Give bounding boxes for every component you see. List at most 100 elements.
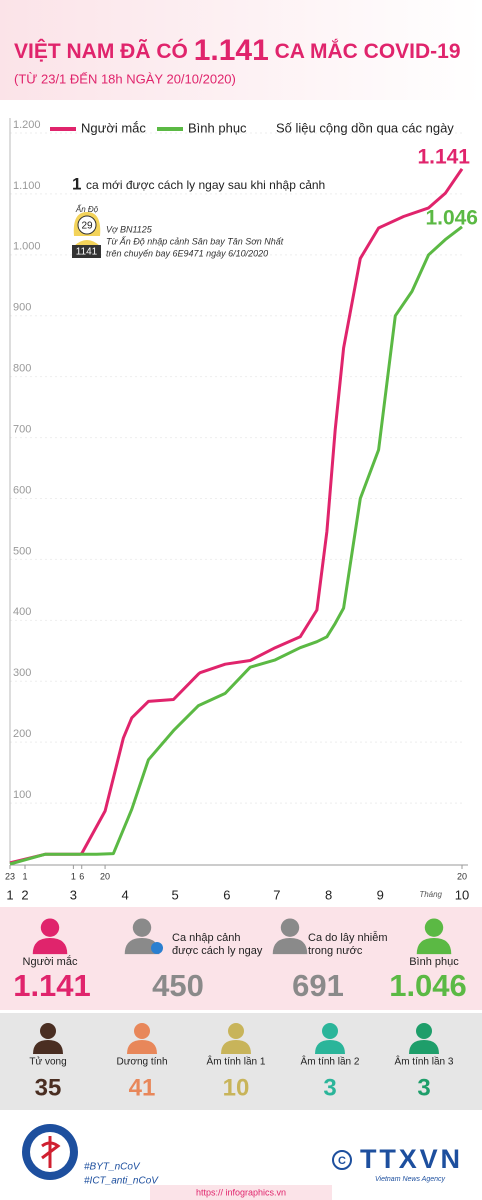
- person-body: [315, 1040, 345, 1054]
- person-body: [32, 938, 68, 955]
- y-tick-label: 500: [13, 545, 31, 557]
- y-tick-label: 1.200: [13, 119, 41, 131]
- tag: #BYT_nCoV: [84, 1162, 141, 1173]
- person-head: [228, 1023, 244, 1039]
- stat-value: 450: [152, 968, 204, 1003]
- y-tick-label: 600: [13, 484, 31, 496]
- y-tick-label: 900: [13, 302, 31, 314]
- legend-label: Người mắc: [81, 120, 146, 135]
- month-label: 2: [21, 887, 28, 902]
- person-head: [40, 918, 60, 937]
- end-label: 1.046: [425, 207, 478, 230]
- person-head: [134, 1023, 150, 1039]
- stat-label: Âm tính lần 2: [301, 1055, 360, 1068]
- month-label: 3: [70, 887, 77, 902]
- person-head: [280, 918, 300, 937]
- month-label: 10: [455, 887, 469, 902]
- y-tick-label: 200: [13, 728, 31, 740]
- annotation-line: Vợ BN1125: [106, 224, 153, 234]
- title-pre: VIỆT NAM ĐÃ CÓ: [14, 39, 188, 63]
- person-head: [416, 1023, 432, 1039]
- person-body: [416, 938, 452, 955]
- subtitle: (TỪ 23/1 ĐẾN 18h NGÀY 20/10/2020): [14, 71, 236, 86]
- stat-value: 691: [292, 968, 344, 1003]
- stat-label: Người mắc: [23, 955, 78, 968]
- month-label: 1: [6, 887, 13, 902]
- annotation-text: ca mới được cách ly ngay sau khi nhập cả…: [86, 178, 325, 192]
- url: https:// infographics.vn: [196, 1187, 286, 1197]
- y-tick-label: 1.100: [13, 180, 41, 192]
- stat-label: Âm tính lần 3: [395, 1055, 454, 1068]
- legend-note: Số liệu cộng dồn qua các ngày: [276, 120, 454, 135]
- stat-value: 1.046: [389, 968, 467, 1003]
- person-body: [33, 1040, 63, 1054]
- stat-label: Âm tính lần 1: [207, 1055, 266, 1068]
- person-body: [124, 938, 160, 955]
- tag: #ICT_anti_nCoV: [84, 1176, 159, 1187]
- title: VIỆT NAM ĐÃ CÓ 1.141 CA MẮC COVID-19: [14, 34, 461, 67]
- header-bg: [0, 0, 482, 100]
- end-label: 1.141: [417, 146, 470, 169]
- stat-value: 3: [323, 1074, 336, 1101]
- series-line: [9, 168, 464, 865]
- stats-top-bg: [0, 907, 482, 1010]
- url-bg: [150, 1185, 332, 1200]
- stat-label: Bình phục: [409, 956, 459, 968]
- month-label: 5: [172, 887, 179, 902]
- x-tick-label: 20: [100, 871, 110, 881]
- annotation-line: Từ Ấn Độ nhập cảnh Sân bay Tân Sơn Nhất: [106, 235, 284, 246]
- month-label: 8: [325, 887, 332, 902]
- annotation-country: Ấn Độ: [75, 205, 99, 214]
- stat-label: được cách ly ngay: [172, 945, 263, 957]
- x-tick-label: 23: [5, 871, 15, 881]
- annotation-count: 1: [72, 174, 81, 193]
- y-tick-label: 100: [13, 789, 31, 801]
- y-tick-label: 700: [13, 423, 31, 435]
- id-box: [72, 245, 101, 258]
- month-label: 9: [377, 887, 384, 902]
- x-axis-label: Tháng: [419, 890, 442, 899]
- stat-value: 3: [417, 1074, 430, 1101]
- person-head: [40, 1023, 56, 1039]
- badge-circle: [77, 215, 97, 235]
- y-tick-label: 400: [13, 606, 31, 618]
- annotation-age: 29: [81, 221, 93, 232]
- stat-value: 10: [223, 1074, 250, 1101]
- stat-value: 41: [129, 1074, 156, 1101]
- stat-label: Tử vong: [29, 1056, 66, 1068]
- person-head: [424, 918, 444, 937]
- person-head: [132, 918, 152, 937]
- person-body: [127, 1040, 157, 1054]
- x-tick-label: 1: [71, 871, 76, 881]
- copyright-c: C: [338, 1155, 346, 1167]
- x-tick-label: 6: [79, 871, 84, 881]
- y-tick-label: 800: [13, 363, 31, 375]
- stat-label: trong nước: [308, 945, 363, 957]
- legend-label: Bình phục: [188, 120, 247, 135]
- person-head: [322, 1023, 338, 1039]
- month-label: 7: [273, 887, 280, 902]
- x-tick-label: 20: [457, 871, 467, 881]
- stat-value: 1.141: [13, 968, 91, 1003]
- person-body: [221, 1040, 251, 1054]
- globe-icon: [151, 942, 163, 954]
- month-label: 4: [121, 887, 128, 902]
- month-label: 6: [223, 887, 230, 902]
- stat-label: Dương tính: [116, 1057, 167, 1068]
- person-body: [409, 1040, 439, 1054]
- copyright-icon: [332, 1150, 352, 1170]
- brand: TTXVN: [360, 1144, 460, 1174]
- title-post: CA MẮC COVID-19: [275, 39, 461, 63]
- stat-label: Ca nhập cảnh: [172, 932, 241, 944]
- x-tick-label: 1: [23, 871, 28, 881]
- stat-value: 35: [35, 1074, 62, 1101]
- y-tick-label: 1.000: [13, 241, 41, 253]
- y-tick-label: 300: [13, 667, 31, 679]
- person-body: [272, 938, 308, 955]
- annotation-id: 1141: [76, 247, 98, 258]
- stats-bottom: Tử vong 35 Dương tính 41 Âm tính lần 1 10 Âm t…: [29, 1023, 454, 1101]
- annotation-line: trên chuyến bay 6E9471 ngày 6/10/2020: [106, 248, 268, 258]
- brand-sub: Vietnam News Agency: [375, 1176, 446, 1183]
